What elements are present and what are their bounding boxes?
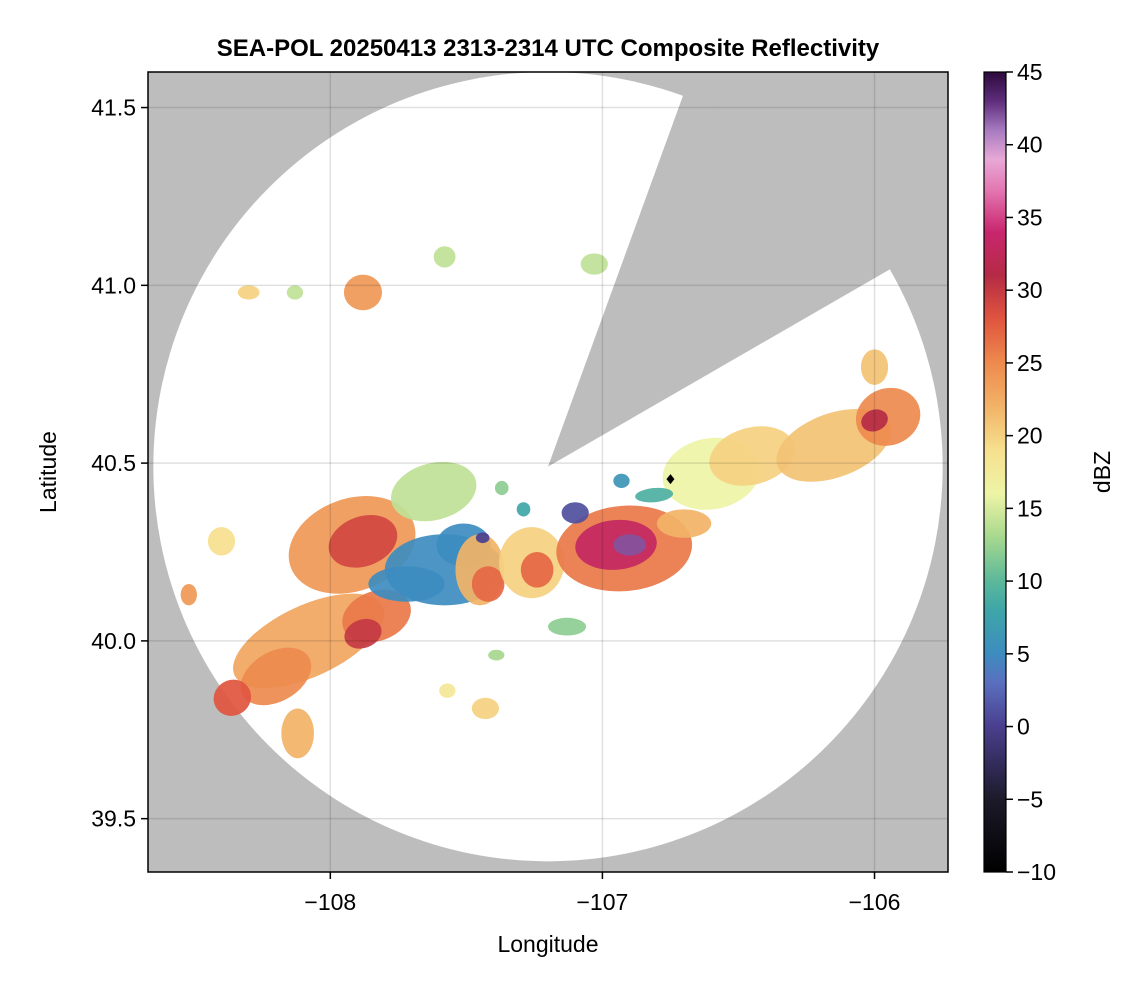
colorbar-tick-label-6: 20	[1017, 423, 1043, 449]
colorbar-tick-label-8: 30	[1017, 277, 1043, 303]
y-tick-label-2: 40.5	[91, 450, 136, 476]
x-tick-label-2: −106	[849, 889, 901, 915]
station-marker	[666, 474, 675, 485]
colorbar-tick-label-9: 35	[1017, 204, 1043, 230]
echo-region-1	[328, 515, 398, 568]
blocked-sector	[548, 92, 894, 467]
echo-region-39	[439, 683, 456, 698]
echo-region-19	[613, 534, 646, 556]
echo-region-41	[494, 480, 509, 496]
echo-region-42	[613, 473, 630, 488]
echo-region-37	[548, 617, 587, 636]
colorbar-tick-label-2: 0	[1017, 714, 1030, 740]
colorbar-tick-label-7: 25	[1017, 350, 1043, 376]
echo-region-13	[471, 566, 505, 602]
echo-region-40	[488, 649, 505, 661]
echo-region-35	[207, 527, 236, 556]
plot-frame	[147, 71, 949, 873]
gridlines	[148, 72, 948, 872]
y-tick-label-0: 39.5	[91, 806, 136, 832]
colorbar-tick-label-5: 15	[1017, 495, 1043, 521]
echo-region-5	[213, 679, 252, 716]
colorbar-tick-label-10: 40	[1017, 132, 1043, 158]
echo-region-4	[240, 647, 312, 706]
x-axis: −108 −107 −106	[304, 872, 900, 915]
y-axis-title: Latitude	[35, 431, 61, 513]
echo-region-38	[471, 697, 500, 720]
plot-area	[148, 72, 948, 872]
echo-region-20	[656, 509, 712, 538]
echo-region-28	[860, 349, 889, 385]
echo-region-32	[580, 253, 608, 275]
echo-region-30	[343, 274, 383, 311]
echo-region-29	[635, 487, 674, 503]
colorbar-gradient	[983, 71, 1007, 873]
y-tick-label-1: 40.0	[91, 628, 136, 654]
colorbar-tick-label-0: −10	[1017, 859, 1056, 885]
colorbar-title: dBZ	[1089, 451, 1115, 493]
colorbar-tick-label-4: 10	[1017, 568, 1043, 594]
plot-border	[147, 71, 949, 873]
echo-regions	[180, 246, 921, 759]
echo-region-14	[475, 532, 490, 544]
colorbar: −10 −5 0 5 10 15 20 25 30 35 40 45	[983, 59, 1056, 885]
echo-region-2	[391, 461, 477, 522]
echo-region-8	[344, 618, 382, 649]
chart-title: SEA-POL 20250413 2313-2314 UTC Composite…	[217, 35, 880, 62]
echo-region-24	[709, 426, 795, 486]
colorbar-tick-label-11: 45	[1017, 59, 1043, 85]
x-axis-title: Longitude	[497, 931, 598, 957]
echo-region-6	[281, 708, 314, 759]
y-tick-label-3: 41.0	[91, 272, 136, 298]
echo-region-31	[433, 246, 456, 268]
y-axis: 39.5 40.0 40.5 41.0 41.5	[91, 95, 148, 832]
colorbar-tick-label-1: −5	[1017, 786, 1043, 812]
echo-region-21	[561, 502, 589, 524]
echo-region-27	[861, 409, 888, 432]
colorbar-tick-label-3: 5	[1017, 641, 1030, 667]
x-tick-label-1: −107	[577, 889, 629, 915]
echo-region-34	[286, 285, 304, 300]
echo-region-36	[180, 584, 197, 606]
echo-region-16	[520, 552, 554, 588]
y-tick-label-4: 41.5	[91, 95, 136, 121]
echo-region-10	[368, 566, 445, 602]
echo-region-22	[516, 502, 531, 517]
x-tick-label-0: −108	[304, 889, 356, 915]
echo-region-33	[237, 285, 260, 300]
